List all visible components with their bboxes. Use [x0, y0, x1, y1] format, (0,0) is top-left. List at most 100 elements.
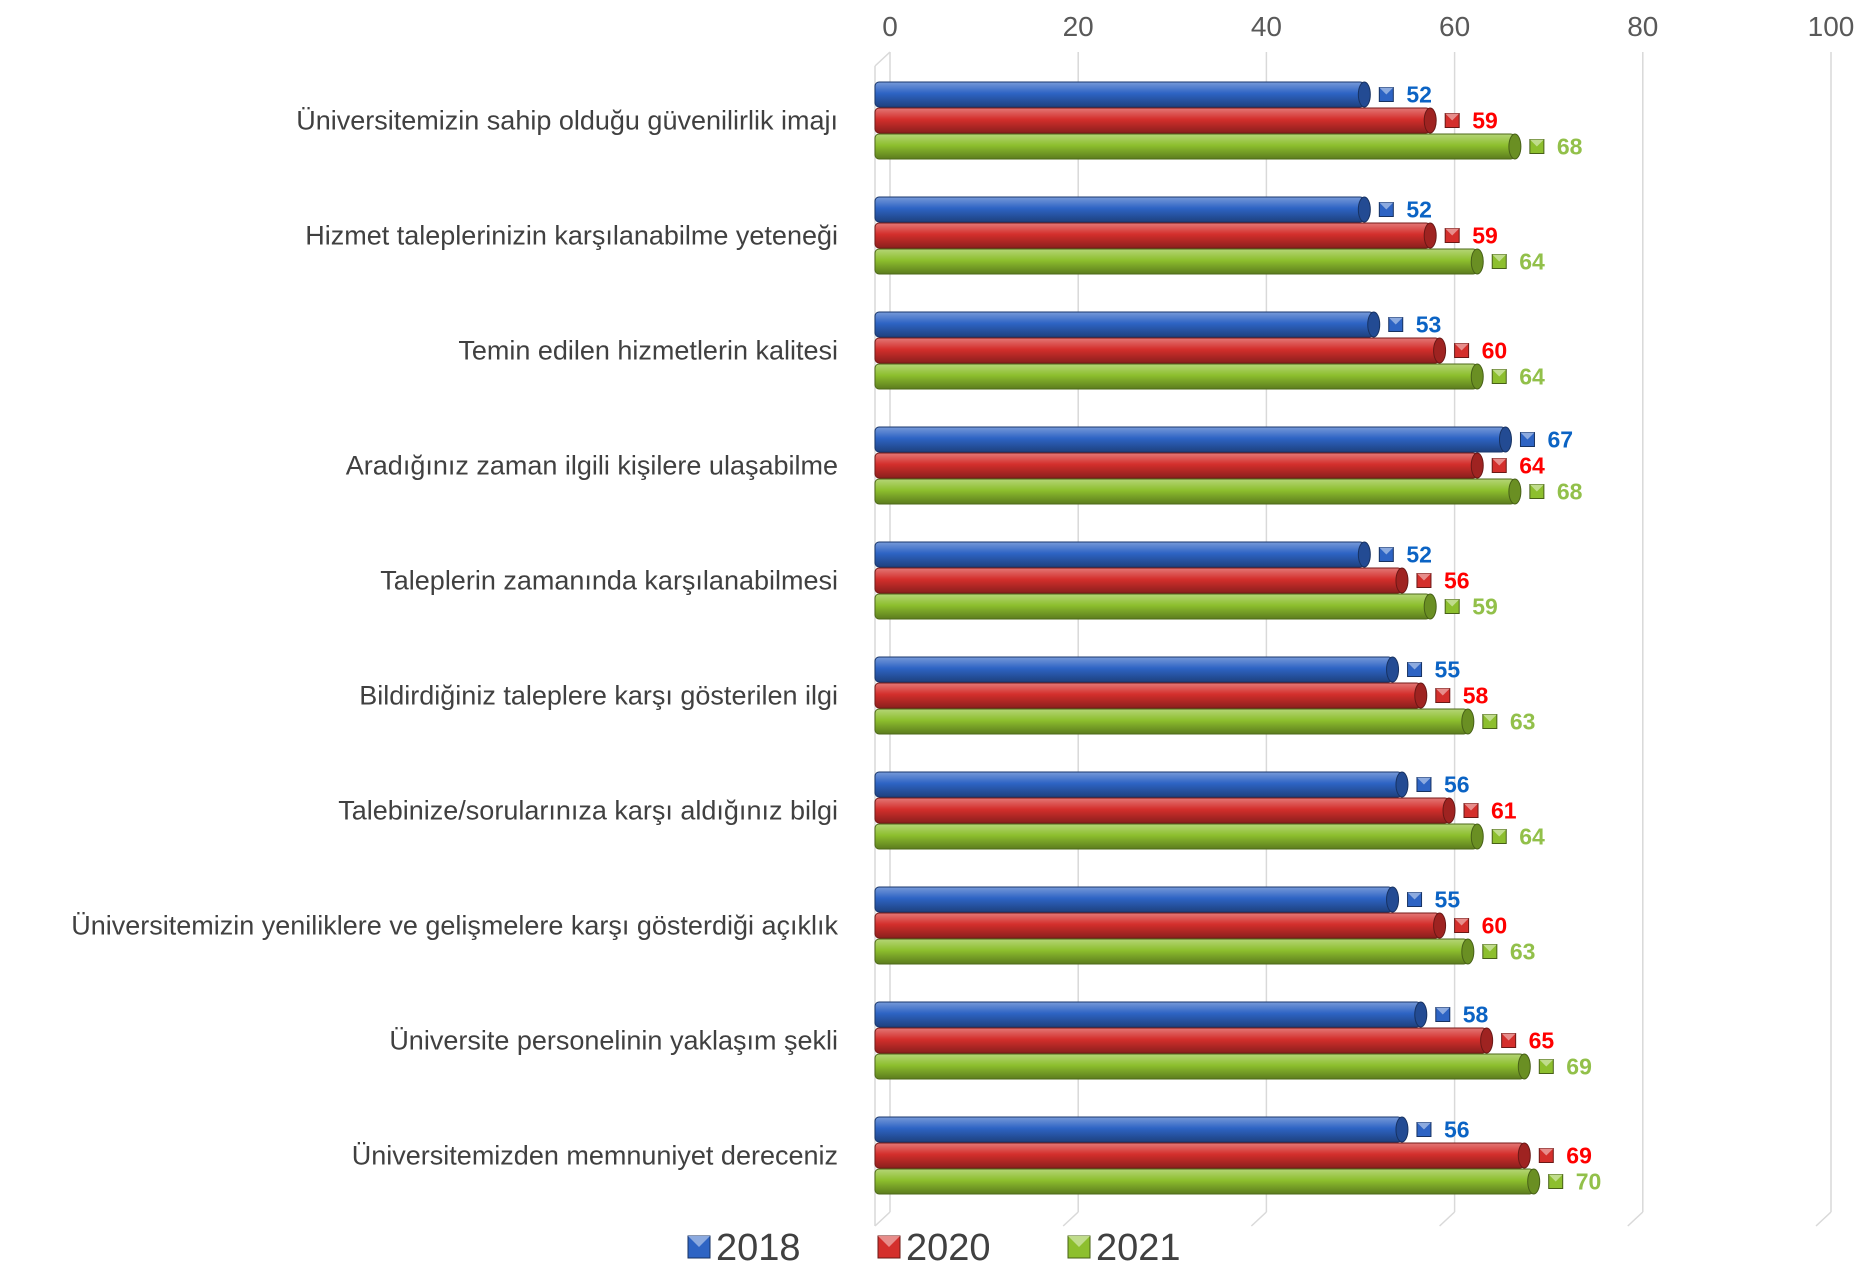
legend-label-2020: 2020	[906, 1227, 991, 1269]
data-marker-shine-2018	[1416, 1122, 1431, 1130]
category-label: Üniversitemizden memnuniyet dereceniz	[352, 1141, 838, 1171]
legend-swatch-shine-2021	[1068, 1236, 1090, 1247]
data-marker-shine-2018	[1435, 1007, 1450, 1015]
data-marker-shine-2021	[1482, 944, 1497, 952]
bar-2018	[874, 426, 1506, 453]
bar-cap-2020	[1470, 452, 1484, 479]
bar-2021	[874, 708, 1469, 735]
bar-2021	[874, 133, 1516, 160]
legend-swatch-shine-2018	[688, 1236, 710, 1247]
data-label-2020: 59	[1472, 108, 1498, 134]
bar-2021	[874, 1168, 1535, 1195]
data-marker-shine-2020	[1539, 1148, 1554, 1156]
bar-2018	[874, 81, 1365, 108]
data-marker-shine-2021	[1529, 484, 1544, 492]
bar-cap-2021	[1461, 708, 1475, 735]
bar-cap-2018	[1386, 886, 1400, 913]
bar-2020	[874, 337, 1441, 364]
data-label-2021: 64	[1519, 249, 1545, 275]
data-marker-shine-2020	[1445, 228, 1460, 236]
data-label-2021: 68	[1557, 479, 1583, 505]
data-label-2020: 59	[1472, 223, 1498, 249]
data-label-2018: 56	[1444, 1117, 1470, 1143]
gridline-floor-80	[1627, 1211, 1644, 1227]
bar-cap-2018	[1395, 771, 1409, 798]
x-tick-label: 20	[1063, 11, 1094, 42]
bar-cap-2020	[1480, 1027, 1494, 1054]
gridline-floor-40	[1250, 1211, 1267, 1227]
bar-cap-2020	[1423, 107, 1437, 134]
category-label: Üniversitemizin yeniliklere ve gelişmele…	[71, 911, 838, 941]
x-tick-label: 0	[882, 11, 898, 42]
legend-label-2018: 2018	[716, 1227, 801, 1269]
data-marker-shine-2020	[1454, 343, 1469, 351]
bar-2021	[874, 478, 1516, 505]
bar-cap-2021	[1470, 823, 1484, 850]
bar-cap-2020	[1517, 1142, 1531, 1169]
data-marker-shine-2021	[1492, 369, 1507, 377]
x-tick-label: 40	[1251, 11, 1282, 42]
data-marker-shine-2018	[1520, 432, 1535, 440]
bar-2018	[874, 196, 1365, 223]
data-label-2021: 59	[1472, 594, 1498, 620]
gridline-floor-20	[1062, 1211, 1079, 1227]
data-marker-shine-2020	[1445, 113, 1460, 121]
category-label: Üniversitemizin sahip olduğu güvenilirli…	[296, 106, 838, 136]
data-marker-shine-2020	[1464, 803, 1479, 811]
bar-cap-2020	[1395, 567, 1409, 594]
data-marker-shine-2018	[1379, 202, 1394, 210]
data-marker-shine-2020	[1416, 573, 1431, 581]
bar-2021	[874, 1053, 1525, 1080]
gridline-floor-0	[874, 1211, 891, 1227]
data-label-2018: 67	[1547, 427, 1573, 453]
bar-cap-2020	[1433, 337, 1447, 364]
data-marker-shine-2021	[1529, 139, 1544, 147]
data-marker-shine-2021	[1548, 1174, 1563, 1182]
data-marker-shine-2018	[1416, 777, 1431, 785]
data-label-2018: 58	[1463, 1002, 1489, 1028]
x-tick-label: 80	[1627, 11, 1658, 42]
bar-2020	[874, 1142, 1525, 1169]
bar-cap-2018	[1414, 1001, 1428, 1028]
bar-2018	[874, 311, 1375, 338]
data-marker-shine-2020	[1501, 1033, 1516, 1041]
bar-2020	[874, 222, 1431, 249]
bar-cap-2018	[1386, 656, 1400, 683]
axis-line-top	[874, 51, 891, 67]
data-label-2021: 68	[1557, 134, 1583, 160]
category-label: Taleplerin zamanında karşılanabilmesi	[380, 566, 838, 596]
category-label: Bildirdiğiniz taleplere karşı gösterilen…	[359, 681, 838, 711]
category-label: Hizmet taleplerinizin karşılanabilme yet…	[305, 221, 838, 251]
bar-cap-2018	[1357, 81, 1371, 108]
data-label-2020: 64	[1519, 453, 1545, 479]
data-label-2021: 69	[1566, 1054, 1592, 1080]
bar-cap-2018	[1498, 426, 1512, 453]
data-label-2018: 52	[1406, 542, 1432, 568]
bar-cap-2021	[1517, 1053, 1531, 1080]
bar-cap-2020	[1414, 682, 1428, 709]
bar-cap-2021	[1423, 593, 1437, 620]
gridline-floor-60	[1439, 1211, 1456, 1227]
bar-2018	[874, 1001, 1422, 1028]
data-marker-shine-2020	[1492, 458, 1507, 466]
bar-2018	[874, 541, 1365, 568]
bar-2021	[874, 938, 1469, 965]
bar-2020	[874, 682, 1422, 709]
bar-cap-2018	[1357, 196, 1371, 223]
category-label: Üniversite personelinin yaklaşım şekli	[389, 1026, 838, 1056]
data-marker-shine-2021	[1445, 599, 1460, 607]
bar-2018	[874, 886, 1394, 913]
data-label-2021: 63	[1510, 709, 1536, 735]
bar-cap-2021	[1508, 478, 1522, 505]
bar-2020	[874, 567, 1403, 594]
bar-2020	[874, 107, 1431, 134]
gridline-floor-100	[1815, 1211, 1832, 1227]
legend-swatch-shine-2020	[878, 1236, 900, 1247]
bar-2021	[874, 823, 1478, 850]
bar-2020	[874, 797, 1450, 824]
bar-cap-2021	[1527, 1168, 1541, 1195]
data-label-2018: 55	[1435, 657, 1461, 683]
data-label-2020: 61	[1491, 798, 1517, 824]
bar-2020	[874, 452, 1478, 479]
